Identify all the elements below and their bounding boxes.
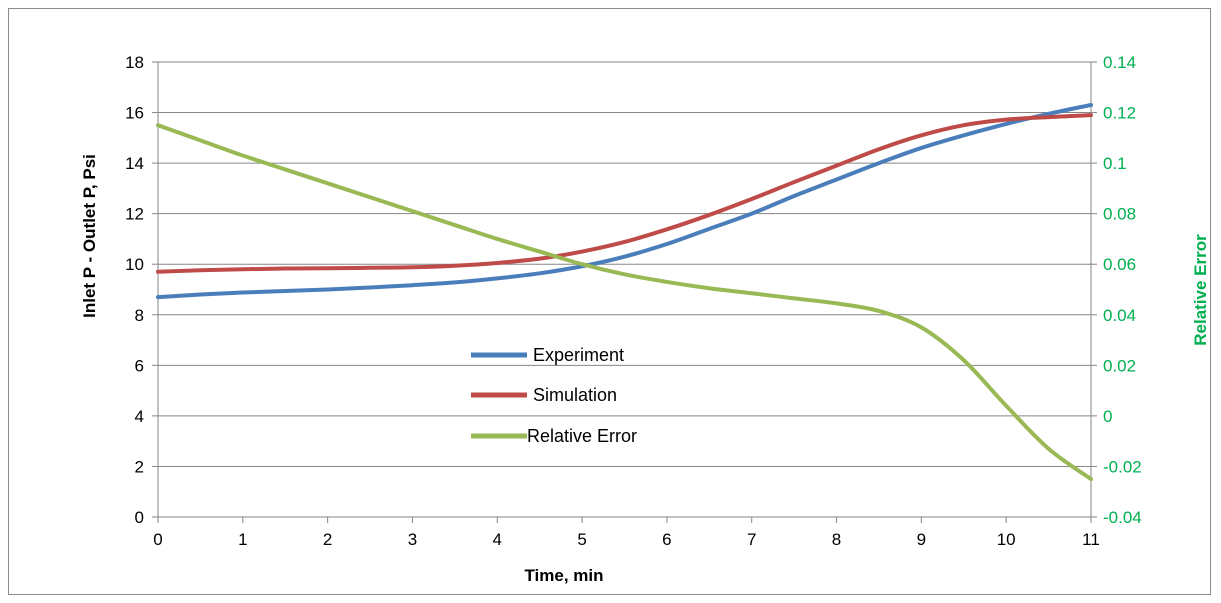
y-tick-label: 0	[135, 508, 144, 527]
chart-frame: 0 2 4 6 8 10 12 14 16 18 -0.04 -0.02 0 0.02 0.04 0.06 0.…	[8, 8, 1211, 595]
axes-layer	[152, 61, 1097, 523]
y-tick-label: 14	[125, 154, 144, 173]
y2-tick-label: 0	[1103, 407, 1112, 426]
y-tick-label: 18	[125, 53, 144, 72]
y2-tick-label: 0.1	[1103, 154, 1127, 173]
x-tick-label: 10	[997, 530, 1016, 549]
y-axis-title: Inlet P - Outlet P, Psi	[80, 154, 99, 318]
x-tick-label: 6	[662, 530, 671, 549]
y-tick-label: 10	[125, 255, 144, 274]
y-tick-label: 16	[125, 104, 144, 123]
y-tick-label: 6	[135, 356, 144, 375]
y2-axis-title: Relative Error	[1191, 234, 1210, 346]
x-tick-label: 1	[238, 530, 247, 549]
chart-svg: 024681012141618-0.04-0.0200.020.040.060.…	[80, 53, 1210, 585]
y2-tick-label: 0.02	[1103, 356, 1136, 375]
y-tick-label: 4	[135, 407, 144, 426]
y-tick-label: 2	[135, 457, 144, 476]
x-tick-label: 9	[917, 530, 926, 549]
y-tick-label: 12	[125, 205, 144, 224]
x-tick-label: 4	[493, 530, 502, 549]
series-line-simulation	[156, 113, 1093, 274]
legend-label-relative-error: Relative Error	[527, 426, 637, 446]
y2-tick-label: -0.04	[1103, 508, 1142, 527]
series-line-relative-error	[156, 123, 1093, 482]
y2-tick-label: 0.14	[1103, 53, 1136, 72]
y2-tick-label: 0.08	[1103, 205, 1136, 224]
x-tick-label: 8	[832, 530, 841, 549]
y2-tick-label: 0.12	[1103, 104, 1136, 123]
x-tick-label: 2	[323, 530, 332, 549]
legend: Experiment Simulation Relative Error	[471, 345, 637, 446]
legend-label-experiment: Experiment	[533, 345, 624, 365]
x-tick-label: 0	[153, 530, 162, 549]
series-line-experiment	[156, 102, 1093, 300]
y2-tick-label: 0.04	[1103, 306, 1136, 325]
x-tick-label: 5	[577, 530, 586, 549]
y2-tick-label: 0.06	[1103, 255, 1136, 274]
x-tick-label: 3	[408, 530, 417, 549]
x-axis-title: Time, min	[524, 566, 603, 585]
grid-layer	[158, 61, 1091, 467]
series-layer	[156, 102, 1093, 482]
x-tick-label: 11	[1082, 530, 1100, 549]
y-tick-label: 8	[135, 306, 144, 325]
y2-tick-label: -0.02	[1103, 457, 1142, 476]
legend-label-simulation: Simulation	[533, 385, 617, 405]
labels-layer: 024681012141618-0.04-0.0200.020.040.060.…	[125, 53, 1142, 549]
x-tick-label: 7	[747, 530, 756, 549]
